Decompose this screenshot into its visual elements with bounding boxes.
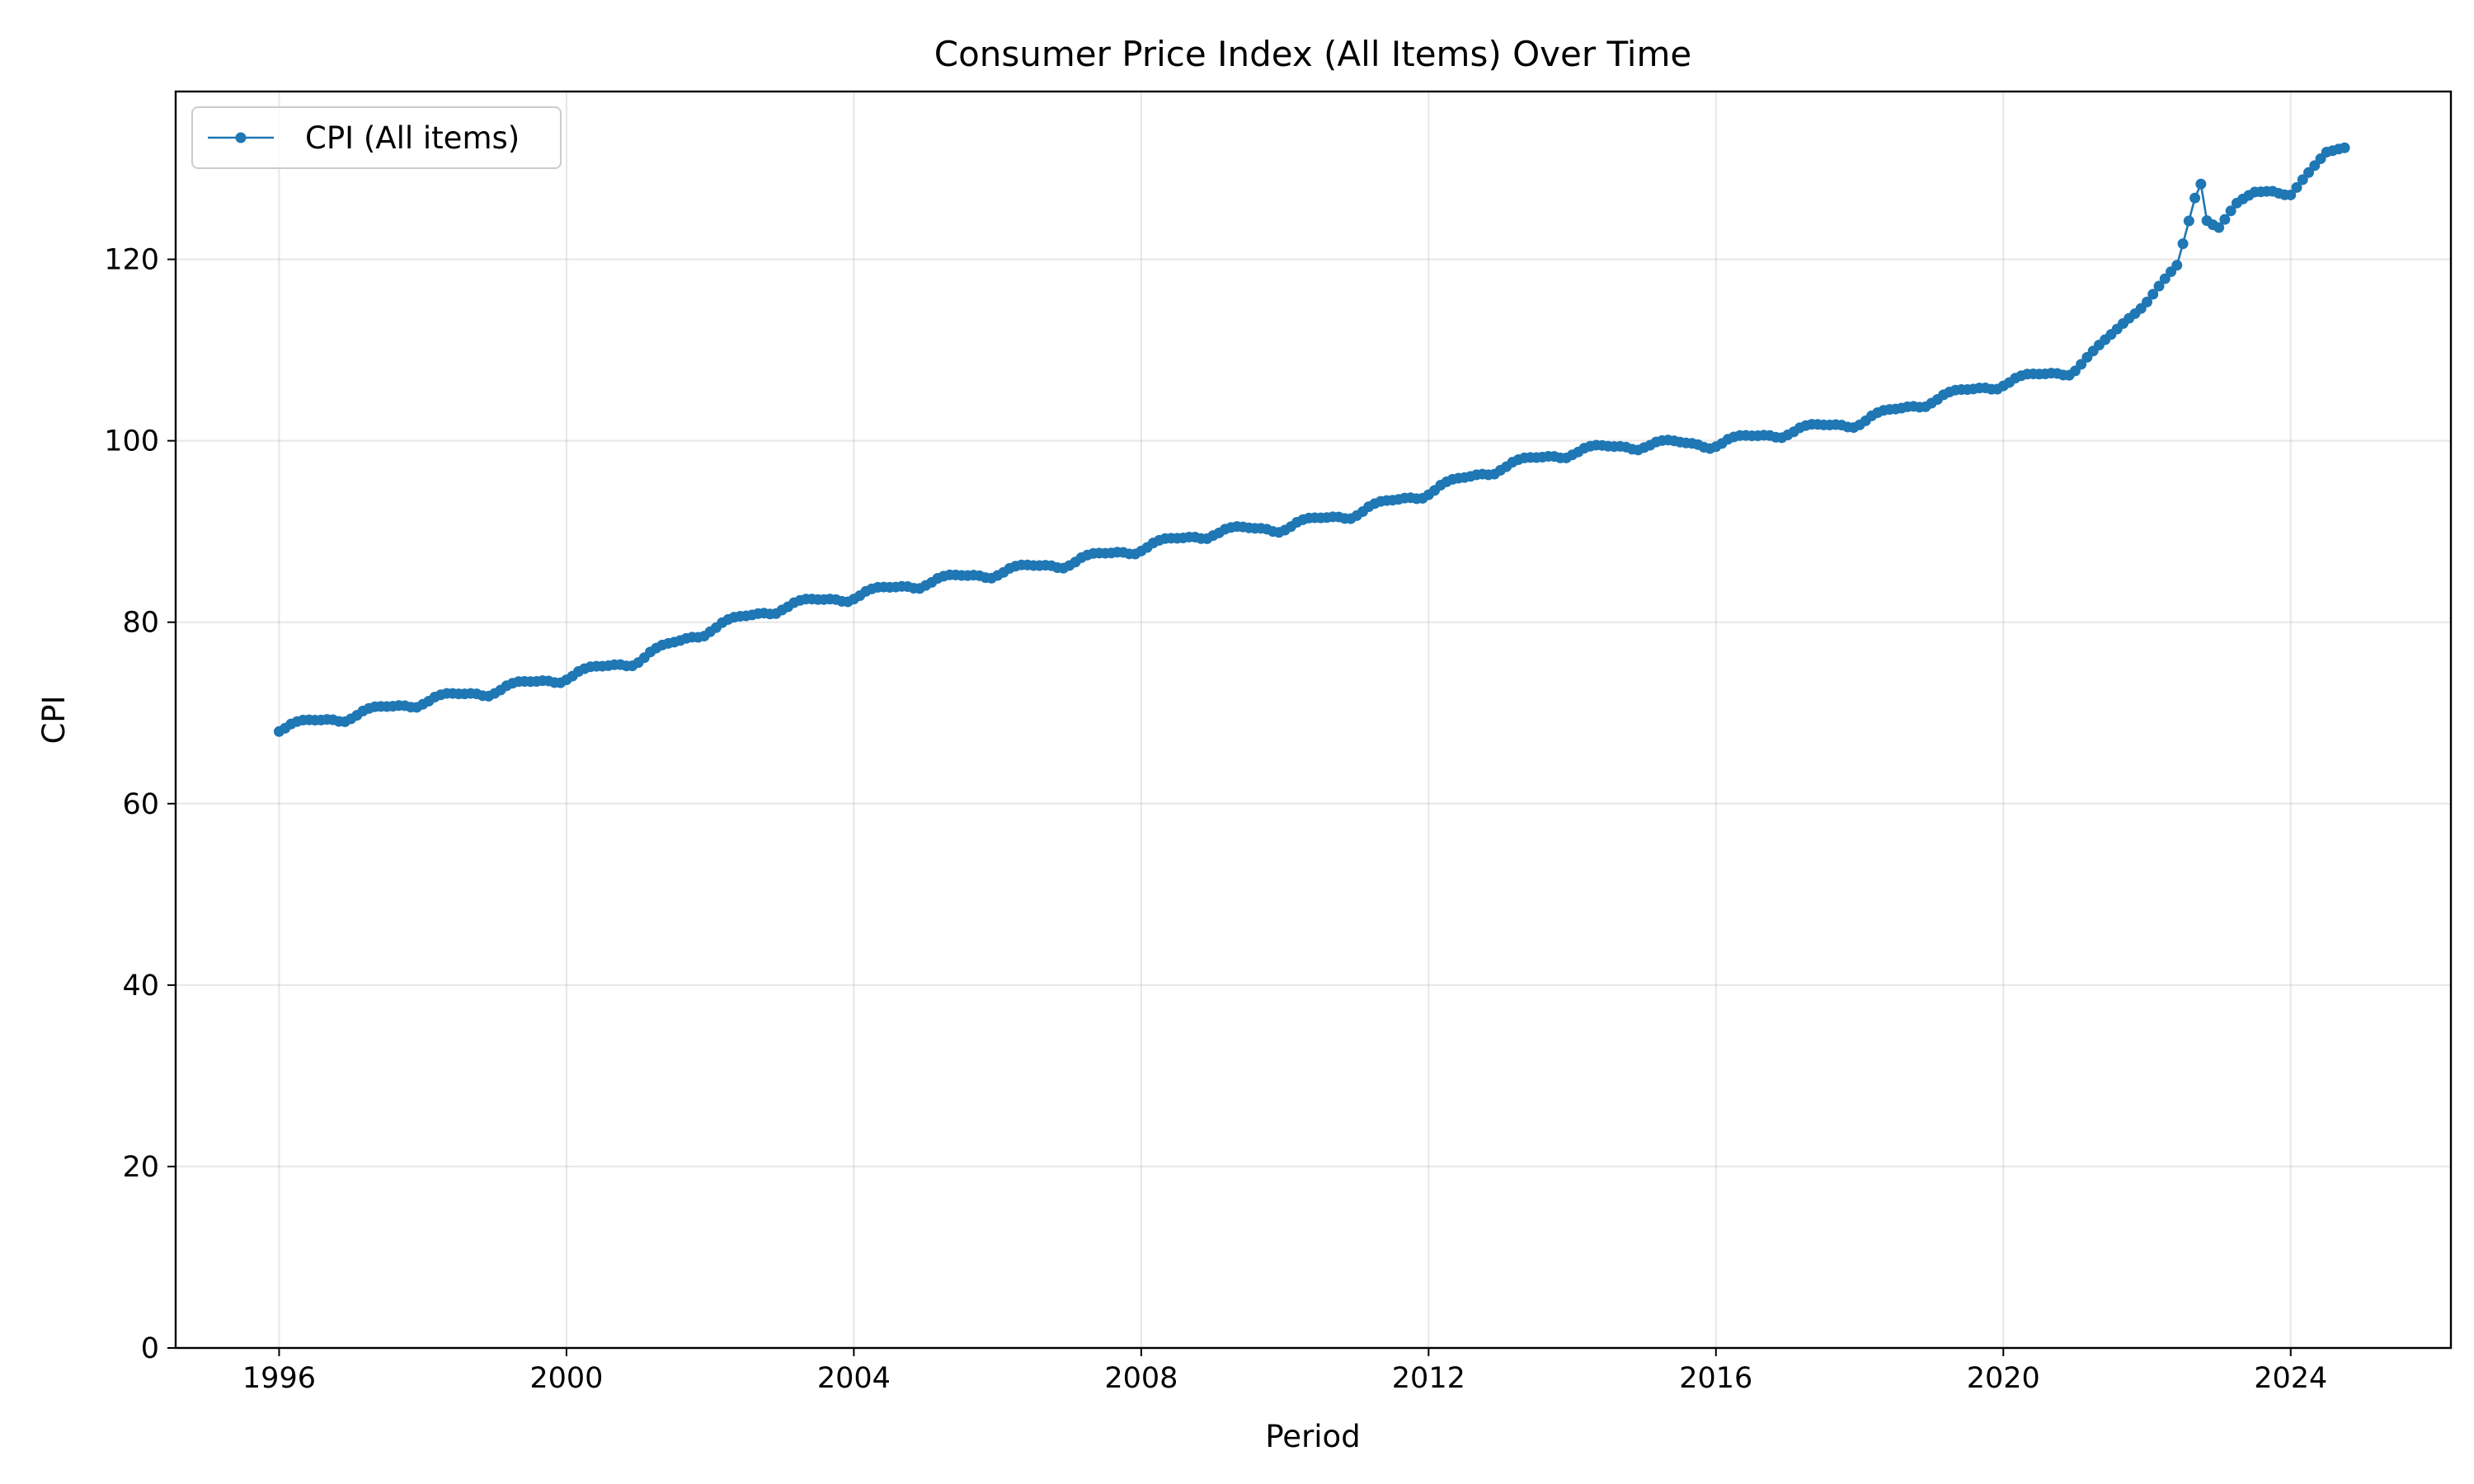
x-tick-label: 2012 [1392, 1362, 1465, 1395]
y-tick-label: 20 [122, 1151, 159, 1184]
legend: CPI (All items) [191, 106, 562, 169]
data-point [2147, 289, 2159, 300]
legend-box [191, 106, 562, 169]
data-point [2177, 238, 2189, 250]
y-tick-label: 120 [104, 244, 159, 277]
data-point [2183, 215, 2194, 227]
x-tick-label: 2004 [817, 1362, 891, 1395]
chart-title: Consumer Price Index (All Items) Over Ti… [934, 34, 1691, 74]
data-point [2213, 222, 2225, 233]
data-point [2339, 142, 2350, 153]
data-point [2076, 359, 2087, 370]
legend-label: CPI (All items) [305, 120, 520, 156]
y-tick-label: 100 [104, 425, 159, 458]
data-point [2303, 167, 2315, 178]
x-tick-label: 1996 [242, 1362, 316, 1395]
y-tick-label: 80 [122, 607, 159, 640]
data-point [2291, 181, 2302, 193]
data-point [2141, 296, 2152, 308]
legend-marker-sample [235, 132, 247, 143]
axis-ticks: 1996 2000 2004 2008 2012 2016 2020 2024 0 20 40 60 8… [104, 244, 2327, 1395]
data-point [2195, 178, 2207, 190]
data-point [2153, 280, 2165, 292]
y-tick-label: 60 [122, 788, 159, 821]
data-point [2219, 214, 2231, 225]
x-tick-label: 2024 [2254, 1362, 2327, 1395]
data-point [2171, 260, 2183, 271]
x-axis-label: Period [1265, 1419, 1360, 1454]
x-tick-label: 2008 [1104, 1362, 1178, 1395]
x-tick-label: 2000 [529, 1362, 603, 1395]
series-cpi [273, 142, 2350, 737]
y-tick-label: 0 [141, 1332, 159, 1365]
data-point [2297, 174, 2308, 186]
y-axis-label: CPI [36, 695, 72, 744]
grid [176, 92, 2451, 1349]
data-point [2225, 205, 2236, 217]
plot-frame [174, 90, 2453, 1350]
x-tick-label: 2016 [1679, 1362, 1752, 1395]
y-tick-label: 40 [122, 970, 159, 1003]
x-tick-label: 2020 [1967, 1362, 2040, 1395]
data-point [2189, 192, 2201, 204]
data-point [2159, 273, 2171, 284]
data-point [2285, 189, 2297, 200]
